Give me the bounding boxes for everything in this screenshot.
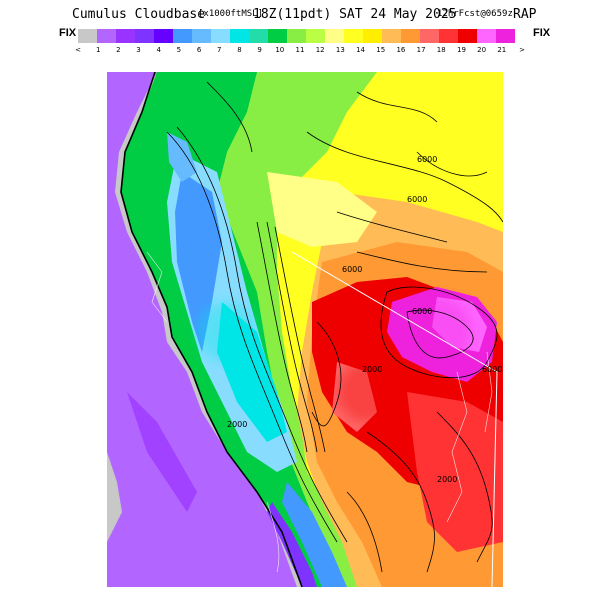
legend-tick-label: 4 [156, 46, 161, 54]
contour-label: 6000 [482, 365, 502, 374]
coastline [120, 72, 303, 587]
legend-tick-label: 5 [176, 46, 182, 54]
model-name: RAP [513, 7, 537, 22]
legend-tick-label: 17 [416, 46, 426, 54]
legend-swatch [477, 29, 496, 43]
legend-swatch [401, 29, 420, 43]
contour-label: 6000 [417, 155, 437, 164]
legend-tick-label: 12 [315, 46, 325, 54]
legend-swatch [116, 29, 135, 43]
legend-swatch [420, 29, 439, 43]
legend-tick-label: 9 [257, 46, 262, 54]
legend-swatch [458, 29, 477, 43]
legend-tick-label: 2 [116, 46, 121, 54]
fix-label-left: FIX [59, 27, 77, 39]
forecast-info: 12hrFcst@0659z [437, 9, 513, 19]
legend-tick-label: 3 [136, 46, 141, 54]
legend-swatch [344, 29, 363, 43]
contour-lines-white [146, 251, 493, 573]
legend-swatch [287, 29, 306, 43]
legend-tick-label: 19 [456, 46, 466, 54]
valley-lightblue [167, 132, 197, 182]
legend-tick-label: 16 [396, 46, 406, 54]
legend-tick-labels: <1 2 3 4 5 6 7 8 9 10 11 12 13 14 15 16 17 18 19 20 21 > [70, 46, 530, 58]
legend-swatch [173, 29, 192, 43]
legend-tick-label: 11 [295, 46, 305, 54]
legend-tick-label: 7 [217, 46, 222, 54]
legend-tick-label: 1 [95, 46, 101, 54]
legend-tick-label: 8 [237, 46, 242, 54]
south-purple-strip [267, 502, 317, 587]
legend-tick-label: 13 [335, 46, 345, 54]
offshore-purple-streak [107, 252, 147, 342]
legend-tick-label: 6 [196, 46, 202, 54]
legend-tick-label: > [519, 46, 525, 54]
offshore-purple-streak [127, 392, 197, 512]
contour-label: 2000 [362, 365, 382, 374]
legend-swatch [268, 29, 287, 43]
legend-swatch [78, 29, 97, 43]
legend-swatch [211, 29, 230, 43]
legend-swatch [230, 29, 249, 43]
contour-lines [166, 81, 503, 573]
contour-label: 2000 [437, 475, 457, 484]
valid-time: 18Z(11pdt) SAT 24 May 2025 [253, 7, 457, 22]
legend-swatch [192, 29, 211, 43]
contour-label: 6000 [412, 307, 432, 316]
cloudbase-map: 6000 6000 6000 6000 6000 2000 2000 2000 … [107, 72, 503, 587]
product-units: [x1000ftMSL] [198, 9, 264, 19]
legend-tick-label: 18 [436, 46, 446, 54]
legend-swatch [325, 29, 344, 43]
legend-swatch [97, 29, 116, 43]
legend-tick-label: 10 [275, 46, 285, 54]
fix-label-right: FIX [533, 27, 551, 39]
chart-title-bar: Cumulus Cloudbase [x1000ftMSL] 18Z(11pdt… [0, 4, 611, 22]
contour-label: 2000 [227, 420, 247, 429]
product-title: Cumulus Cloudbase [72, 7, 206, 22]
legend-tick-label: 20 [477, 46, 487, 54]
state-boundary [291, 251, 498, 587]
legend-tick-label: 15 [376, 46, 386, 54]
legend-tick-label: < [75, 46, 81, 54]
legend-swatch [249, 29, 268, 43]
legend-swatch [154, 29, 173, 43]
valley-blue [175, 172, 222, 352]
high-cloudbase-red-south [407, 392, 503, 552]
color-legend-bar [78, 29, 515, 43]
northern-lightyellow [267, 172, 377, 247]
legend-swatch [496, 29, 515, 43]
contour-label-group: 6000 6000 6000 6000 6000 2000 2000 2000 … [227, 155, 502, 484]
legend-swatch [439, 29, 458, 43]
legend-swatch [135, 29, 154, 43]
south-blue-strip [282, 482, 347, 587]
legend-swatch [363, 29, 382, 43]
legend-tick-label: 14 [356, 46, 365, 54]
legend-swatch [382, 29, 401, 43]
contour-label: 6000 [342, 265, 362, 274]
legend-tick-label: 21 [497, 46, 507, 54]
contour-label: 6000 [407, 195, 427, 204]
legend-swatch [306, 29, 325, 43]
